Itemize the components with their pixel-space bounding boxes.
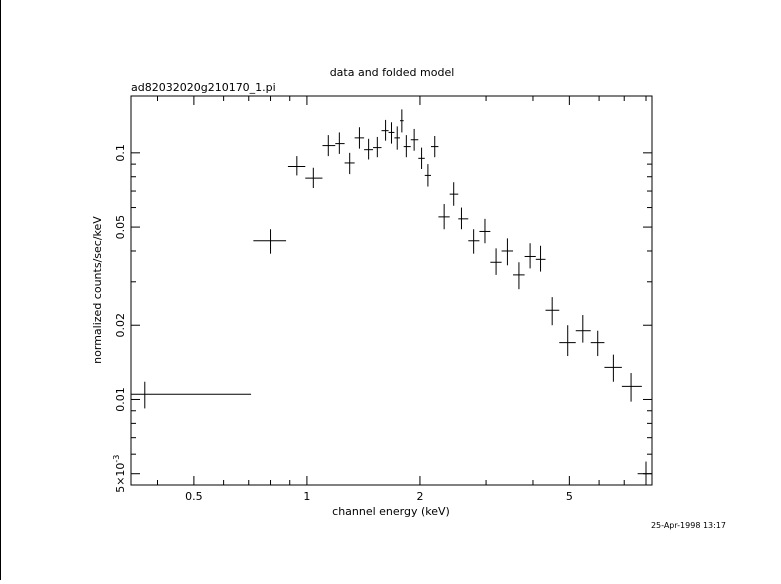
data-point: [590, 330, 605, 357]
y-tick-label: 5×10-3: [112, 455, 127, 493]
window-left-edge: [0, 0, 1, 580]
data-point: [449, 182, 459, 206]
data-point: [403, 135, 411, 158]
x-tick-label: 0.5: [185, 490, 203, 503]
x-tick-label: 2: [416, 490, 423, 503]
data-point: [394, 126, 401, 150]
data-point: [559, 325, 576, 357]
x-axis-label: channel energy (keV): [332, 505, 450, 518]
y-axis-tick-labels: 0.1 0.05 0.02 0.01 5×10-3: [112, 144, 127, 493]
data-point: [364, 138, 374, 160]
data-point: [637, 461, 652, 485]
data-point: [479, 218, 491, 244]
data-point: [305, 167, 323, 189]
data-point: [524, 243, 536, 269]
data-point: [253, 229, 287, 254]
data-point: [501, 238, 514, 266]
y-tick-label: 0.02: [114, 313, 127, 338]
y-tick-label: 0.01: [114, 387, 127, 412]
data-points: [131, 109, 652, 485]
chart-subtitle: ad82032020g210170_1.pi: [131, 81, 276, 94]
data-point: [388, 122, 395, 144]
timestamp-label: 25-Apr-1998 13:17: [651, 521, 726, 530]
data-point: [430, 136, 439, 158]
data-point: [400, 109, 404, 133]
plot-frame: [130, 95, 653, 486]
x-tick-label: 5: [566, 490, 573, 503]
x-axis-tick-labels: 0.5 1 2 5: [185, 490, 573, 503]
data-point: [535, 245, 546, 272]
data-point: [410, 128, 419, 151]
data-point: [287, 156, 306, 176]
data-point: [322, 135, 336, 157]
data-point: [513, 262, 525, 290]
data-point: [418, 147, 425, 169]
y-axis-label: normalized counts/sec/keV: [91, 216, 104, 364]
data-point: [424, 164, 431, 187]
y-tick-label: 0.1: [114, 144, 127, 162]
data-point: [354, 127, 365, 149]
data-point: [438, 204, 450, 230]
data-point: [335, 132, 345, 154]
x-axis-ticks: [157, 96, 647, 485]
data-point: [344, 152, 355, 175]
data-point: [621, 373, 642, 402]
y-tick-label: 0.05: [114, 215, 127, 240]
data-point: [381, 119, 389, 141]
chart-title: data and folded model: [330, 66, 455, 79]
data-point: [545, 297, 560, 326]
data-point: [604, 354, 622, 382]
data-point: [575, 315, 591, 343]
data-point: [131, 381, 252, 409]
data-point: [468, 229, 480, 254]
data-point: [458, 207, 469, 230]
data-point: [490, 248, 502, 275]
x-tick-label: 1: [303, 490, 310, 503]
y-axis-ticks: [131, 152, 652, 475]
data-point: [373, 136, 382, 158]
